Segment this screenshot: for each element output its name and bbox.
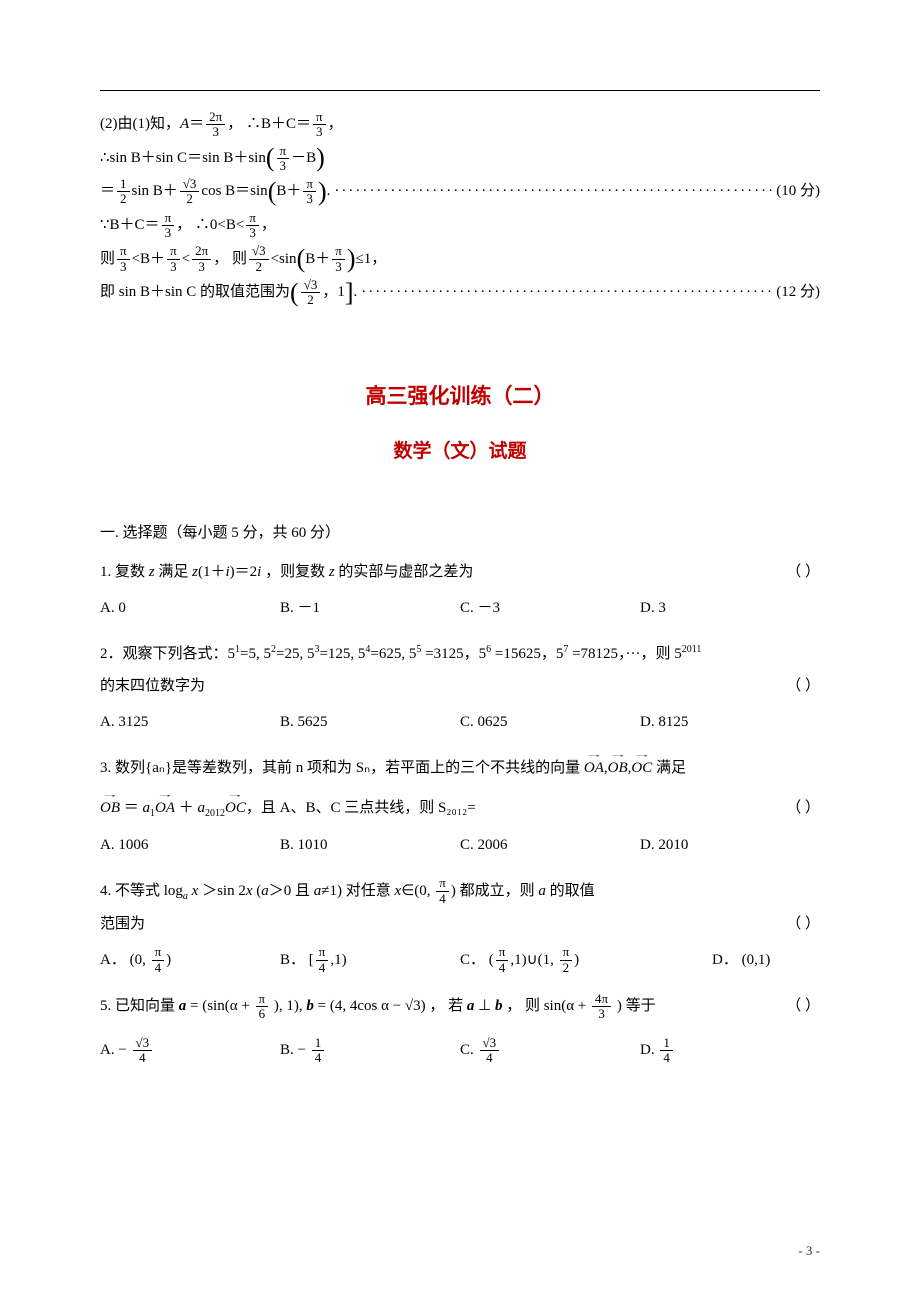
text: ∴sin B＋sin C＝sin B＋sin [100,145,266,172]
q5-opt-a: A. − √34 [100,1035,280,1065]
q2-line2: 的末四位数字为 [100,671,766,701]
score-10: (10 分) [776,178,820,205]
text: . [327,178,331,205]
q3-opt-b: B. 1010 [280,830,460,860]
q1-opt-a: A. 0 [100,593,280,623]
question-2: 2．观察下列各式：51=5, 52=25, 53=125, 54=625, 55… [100,639,820,737]
score-12: (12 分) [776,279,820,306]
q1-stem: 1. 复数 z 满足 z(1＋i)＝2i ，则复数 z 的实部与虚部之差为 [100,557,766,587]
top-rule [100,90,820,91]
q2-opt-a: A. 3125 [100,707,280,737]
text: ， ∴B＋C＝ [227,111,311,138]
q1-opt-d: D. 3 [640,593,820,623]
text: 则 [100,246,115,273]
text: ， ∴0<B< [176,212,244,239]
solution-block: (2)由(1)知， AA＝＝ 2π3 ， ∴B＋C＝ π3 ， ∴sin B＋s… [100,110,820,308]
page-number: - 3 - [798,1239,820,1262]
text: <sin [271,246,297,273]
title-sub: 数学（文）试题 [100,435,820,469]
q5-stem: 5. 已知向量 a = (sin(α + π6 ), 1), b = (4, 4… [100,991,766,1021]
q4-opt-a: A． (0, π4) [100,945,280,975]
text: ＝ [100,178,115,205]
text: sin B＋ [132,178,178,205]
q1-opt-c: C. －3 [460,593,640,623]
q1-opt-b: B. －1 [280,593,460,623]
title-main: 高三强化训练（二） [100,378,820,416]
text: ≤1， [356,246,387,273]
dot-leader: ········································… [361,279,772,306]
q2-opt-c: C. 0625 [460,707,640,737]
dot-leader: ········································… [334,178,772,205]
text: ， [261,212,276,239]
text: －B [291,145,316,172]
q4-line1: 4. 不等式 loga x ＞sin 2x (a＞0 且 a≠1) 对任意 x∈… [100,876,820,907]
q3-opt-c: C. 2006 [460,830,640,860]
q5-opt-b: B. − 14 [280,1035,460,1065]
answer-blank: （ ） [786,909,820,939]
text: . [354,279,358,306]
q2-opt-d: D. 8125 [640,707,820,737]
text: (2)由(1)知， [100,111,180,138]
question-4: 4. 不等式 loga x ＞sin 2x (a＞0 且 a≠1) 对任意 x∈… [100,876,820,975]
question-3: 3. 数列{aₙ}是等差数列，其前 n 项和为 Sₙ，若平面上的三个不共线的向量… [100,753,820,860]
q4-opt-d: D． (0,1) [712,945,820,975]
text: 即 sin B＋sin C 的取值范围为 [100,279,290,306]
q4-opt-b: B． [π4,1) [280,945,460,975]
q3-line2: OB ＝ a1OA ＋ a2012OC，且 A、B、C 三点共线，则 S₂₀₁₂… [100,793,766,824]
q3-line1: 3. 数列{aₙ}是等差数列，其前 n 项和为 Sₙ，若平面上的三个不共线的向量… [100,753,820,783]
text: < [182,246,190,273]
q5-opt-d: D. 14 [640,1035,820,1065]
q2-line1: 2．观察下列各式：51=5, 52=25, 53=125, 54=625, 55… [100,639,820,669]
answer-blank: （ ） [786,991,820,1021]
sol-line-6: 即 sin B＋sin C 的取值范围为 ( √32 ，1 ] . ······… [100,278,820,308]
text: ∵B＋C＝ [100,212,160,239]
sol-line-2: ∴sin B＋sin C＝sin B＋sin ( π3 －B ) [100,144,820,174]
section-header: 一. 选择题（每小题 5 分，共 60 分） [100,520,820,547]
text: cos B＝sin [201,178,267,205]
text: ，1 [322,279,345,306]
q5-opt-c: C. √34 [460,1035,640,1065]
q2-opt-b: B. 5625 [280,707,460,737]
text: B＋ [276,178,301,205]
answer-blank: （ ） [786,793,820,823]
sol-line-1: (2)由(1)知， AA＝＝ 2π3 ， ∴B＋C＝ π3 ， [100,110,820,140]
q4-opt-c: C． (π4,1)∪(1, π2) [460,945,712,975]
sol-line-5: 则 π3 <B＋ π3 < 2π3 ， 则 √32 <sin ( B＋ π3 )… [100,244,820,274]
q3-opt-d: D. 2010 [640,830,820,860]
sol-line-3: ＝ 12 sin B＋ √32 cos B＝sin ( B＋ π3 ) . ··… [100,177,820,207]
text: ， [328,111,343,138]
question-5: 5. 已知向量 a = (sin(α + π6 ), 1), b = (4, 4… [100,991,820,1066]
text: ， 则 [213,246,247,273]
answer-blank: （ ） [786,671,820,701]
q3-opt-a: A. 1006 [100,830,280,860]
text: B＋ [305,246,330,273]
question-1: 1. 复数 z 满足 z(1＋i)＝2i ，则复数 z 的实部与虚部之差为 （ … [100,557,820,623]
text: <B＋ [132,246,165,273]
sol-line-4: ∵B＋C＝ π3 ， ∴0<B< π3 ， [100,211,820,241]
answer-blank: （ ） [786,557,820,587]
q4-line2: 范围为 [100,909,766,939]
